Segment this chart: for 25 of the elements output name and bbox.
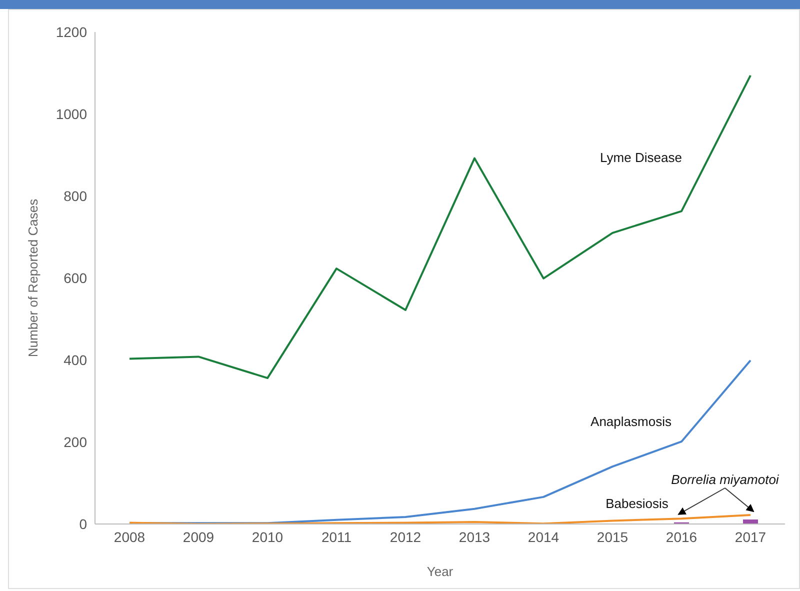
y-tick-label: 1200 — [56, 24, 88, 40]
y-tick-label: 600 — [64, 270, 88, 286]
x-tick-label: 2011 — [321, 528, 352, 545]
y-tick-label: 800 — [64, 188, 88, 204]
line-series — [128, 514, 752, 524]
series-label: Anaplasmosis — [590, 414, 672, 429]
text: Borrelia miyamotoi — [671, 472, 780, 487]
x-tick-label: 2014 — [528, 528, 560, 545]
x-tick-label: 2009 — [182, 528, 214, 545]
y-tick-label: 400 — [64, 352, 88, 368]
x-tick-label: 2015 — [596, 528, 628, 545]
series-label: Lyme Disease — [600, 150, 682, 165]
line-series — [128, 74, 752, 380]
y-tick-label: 0 — [79, 516, 88, 532]
series-label: Babesiosis — [606, 496, 669, 511]
x-tick-label: 2012 — [390, 528, 422, 545]
y-axis-title: Number of Reported Cases — [26, 198, 41, 358]
x-tick-label: 2008 — [114, 528, 146, 545]
x-tick-label: 2010 — [252, 528, 284, 545]
x-tick-label: 2016 — [666, 528, 698, 545]
x-axis-title: Year — [426, 564, 454, 579]
x-tick-label: 2013 — [458, 528, 490, 545]
y-tick-label: 1000 — [56, 106, 88, 122]
x-tick-label: 2017 — [734, 528, 766, 545]
y-tick-label: 200 — [64, 434, 88, 450]
